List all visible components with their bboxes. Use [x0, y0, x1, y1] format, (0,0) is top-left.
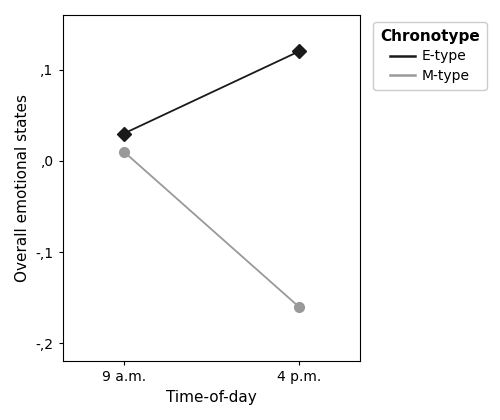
X-axis label: Time-of-day: Time-of-day: [166, 390, 256, 405]
Y-axis label: Overall emotional states: Overall emotional states: [15, 94, 30, 282]
Legend: E-type, M-type: E-type, M-type: [373, 22, 486, 90]
